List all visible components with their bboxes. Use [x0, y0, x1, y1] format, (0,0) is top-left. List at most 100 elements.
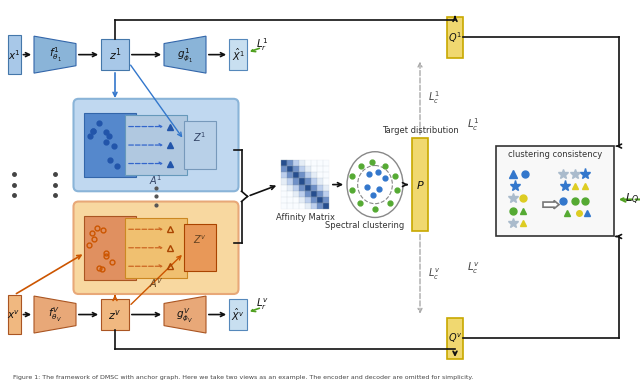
Bar: [184, 224, 216, 272]
Bar: [293, 160, 299, 166]
Polygon shape: [34, 36, 76, 73]
Bar: [323, 166, 329, 172]
Text: $x^1$: $x^1$: [8, 48, 20, 62]
Bar: [125, 218, 187, 278]
Bar: [287, 185, 293, 191]
Bar: [287, 172, 293, 178]
Polygon shape: [34, 296, 76, 333]
Bar: [317, 197, 323, 203]
Bar: [101, 39, 129, 70]
Bar: [293, 178, 299, 185]
Bar: [305, 166, 311, 172]
Text: $\hat{X}^1$: $\hat{X}^1$: [232, 46, 244, 63]
Text: $Q^v$: $Q^v$: [448, 331, 462, 345]
Text: $A^1$: $A^1$: [149, 173, 163, 187]
Text: $L^v_c$: $L^v_c$: [467, 260, 479, 276]
Bar: [323, 178, 329, 185]
Bar: [299, 166, 305, 172]
Text: $z^1$: $z^1$: [109, 46, 122, 63]
Bar: [8, 295, 20, 334]
Bar: [287, 191, 293, 197]
Bar: [293, 185, 299, 191]
Bar: [299, 197, 305, 203]
Bar: [447, 318, 463, 359]
Bar: [293, 172, 299, 178]
Text: $L^1_c$: $L^1_c$: [428, 90, 440, 106]
Bar: [299, 160, 305, 166]
Bar: [287, 166, 293, 172]
Bar: [311, 166, 317, 172]
Bar: [447, 16, 463, 58]
Bar: [305, 160, 311, 166]
Bar: [293, 166, 299, 172]
Ellipse shape: [347, 152, 403, 218]
Bar: [281, 203, 287, 209]
Bar: [305, 178, 311, 185]
Polygon shape: [164, 296, 206, 333]
Bar: [184, 121, 216, 169]
Polygon shape: [164, 36, 206, 73]
FancyBboxPatch shape: [74, 99, 239, 191]
Bar: [299, 191, 305, 197]
Bar: [293, 191, 299, 197]
FancyBboxPatch shape: [74, 201, 239, 294]
Bar: [281, 166, 287, 172]
Bar: [281, 160, 287, 166]
Bar: [299, 172, 305, 178]
Bar: [299, 203, 305, 209]
Bar: [287, 197, 293, 203]
Text: $Z^1$: $Z^1$: [193, 130, 207, 144]
Bar: [317, 203, 323, 209]
Bar: [317, 172, 323, 178]
Bar: [412, 138, 428, 231]
Text: Spectral clustering: Spectral clustering: [325, 221, 404, 230]
Text: $P$: $P$: [415, 178, 424, 191]
Bar: [287, 160, 293, 166]
Text: $L^v_c$: $L^v_c$: [428, 267, 440, 282]
Bar: [311, 203, 317, 209]
Text: Affinity Matrix: Affinity Matrix: [275, 213, 335, 222]
Bar: [281, 172, 287, 178]
Bar: [299, 185, 305, 191]
Text: $g^V_{\phi_V}$: $g^V_{\phi_V}$: [177, 306, 193, 324]
Bar: [229, 39, 247, 70]
Text: $f^1_{\theta_1}$: $f^1_{\theta_1}$: [49, 46, 61, 64]
Bar: [323, 185, 329, 191]
Bar: [305, 172, 311, 178]
Bar: [281, 185, 287, 191]
Text: $L_Q$: $L_Q$: [625, 192, 639, 207]
Text: Target distribution: Target distribution: [381, 126, 458, 135]
Bar: [311, 185, 317, 191]
Bar: [299, 178, 305, 185]
Bar: [287, 178, 293, 185]
Text: $L^1_r$: $L^1_r$: [256, 36, 268, 53]
Text: $x^v$: $x^v$: [8, 308, 20, 321]
Bar: [101, 299, 129, 330]
Text: $\hat{X}^v$: $\hat{X}^v$: [231, 306, 244, 322]
Text: $Q^1$: $Q^1$: [448, 30, 462, 44]
Bar: [311, 172, 317, 178]
Bar: [311, 191, 317, 197]
Text: $z^v$: $z^v$: [108, 308, 122, 322]
Bar: [317, 160, 323, 166]
Text: Figure 1: The framework of DMSC with anchor graph. Here we take two views as an : Figure 1: The framework of DMSC with anc…: [13, 375, 473, 380]
Text: $Z^v$: $Z^v$: [193, 233, 207, 246]
Text: $L^1_c$: $L^1_c$: [467, 116, 479, 133]
Bar: [84, 216, 136, 280]
Bar: [281, 197, 287, 203]
FancyArrow shape: [543, 201, 559, 209]
Bar: [287, 203, 293, 209]
Bar: [305, 197, 311, 203]
Text: $g^1_{\phi_1}$: $g^1_{\phi_1}$: [177, 46, 193, 64]
Bar: [311, 178, 317, 185]
Bar: [323, 160, 329, 166]
Bar: [8, 35, 20, 74]
Bar: [229, 299, 247, 330]
Bar: [305, 191, 311, 197]
Bar: [125, 115, 187, 175]
Bar: [281, 191, 287, 197]
Bar: [317, 185, 323, 191]
Bar: [311, 197, 317, 203]
Bar: [317, 166, 323, 172]
Bar: [317, 191, 323, 197]
